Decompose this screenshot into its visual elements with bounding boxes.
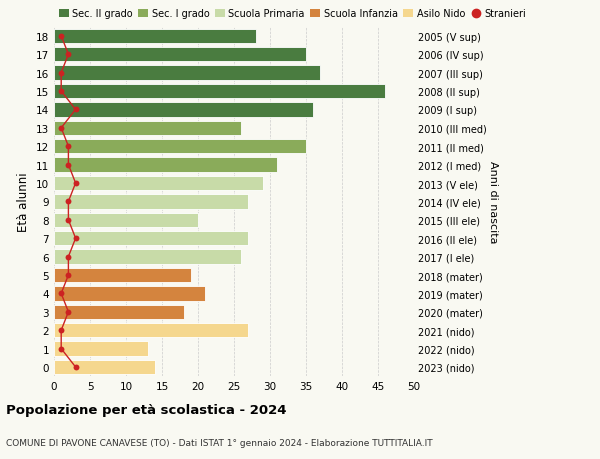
Bar bbox=[54, 66, 320, 81]
Point bbox=[56, 88, 66, 95]
Point bbox=[64, 162, 73, 169]
Bar bbox=[54, 268, 191, 283]
Point bbox=[64, 143, 73, 151]
Point bbox=[71, 106, 80, 114]
Point bbox=[71, 235, 80, 242]
Point bbox=[56, 290, 66, 297]
Point bbox=[56, 327, 66, 334]
Bar bbox=[54, 323, 248, 338]
Bar bbox=[54, 103, 313, 118]
Point bbox=[64, 217, 73, 224]
Bar bbox=[54, 158, 277, 173]
Legend: Sec. II grado, Sec. I grado, Scuola Primaria, Scuola Infanzia, Asilo Nido, Stran: Sec. II grado, Sec. I grado, Scuola Prim… bbox=[59, 9, 526, 19]
Point bbox=[64, 253, 73, 261]
Bar bbox=[54, 360, 155, 375]
Bar bbox=[54, 29, 256, 44]
Point bbox=[56, 33, 66, 40]
Point bbox=[64, 51, 73, 59]
Point bbox=[56, 125, 66, 132]
Bar bbox=[54, 213, 198, 228]
Bar bbox=[54, 341, 148, 356]
Bar bbox=[54, 121, 241, 136]
Point bbox=[56, 70, 66, 77]
Bar bbox=[54, 176, 263, 191]
Point bbox=[64, 272, 73, 279]
Point bbox=[71, 180, 80, 187]
Bar bbox=[54, 195, 248, 209]
Bar bbox=[54, 231, 248, 246]
Bar bbox=[54, 140, 306, 154]
Bar bbox=[54, 305, 184, 319]
Text: Popolazione per età scolastica - 2024: Popolazione per età scolastica - 2024 bbox=[6, 403, 287, 416]
Text: COMUNE DI PAVONE CANAVESE (TO) - Dati ISTAT 1° gennaio 2024 - Elaborazione TUTTI: COMUNE DI PAVONE CANAVESE (TO) - Dati IS… bbox=[6, 438, 433, 447]
Y-axis label: Età alunni: Età alunni bbox=[17, 172, 31, 232]
Point bbox=[71, 364, 80, 371]
Point bbox=[56, 345, 66, 353]
Point bbox=[64, 198, 73, 206]
Bar bbox=[54, 48, 306, 62]
Bar bbox=[54, 84, 385, 99]
Point bbox=[64, 308, 73, 316]
Bar bbox=[54, 250, 241, 264]
Bar bbox=[54, 286, 205, 301]
Y-axis label: Anni di nascita: Anni di nascita bbox=[488, 161, 498, 243]
